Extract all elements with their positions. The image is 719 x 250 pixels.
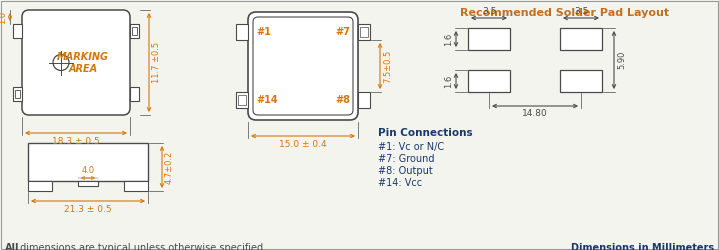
Text: AREA: AREA [68, 64, 98, 74]
Text: 3.5: 3.5 [574, 7, 588, 16]
Bar [358, 92, 370, 108]
Bar [132, 27, 137, 35]
Text: #1: Vc or N/C: #1: Vc or N/C [378, 142, 444, 152]
FancyBboxPatch shape [253, 17, 353, 115]
Text: 7.5±0.5: 7.5±0.5 [383, 50, 392, 82]
Text: All: All [5, 243, 19, 250]
Text: Dimensions in Millimeters: Dimensions in Millimeters [571, 243, 714, 250]
Text: 1.6: 1.6 [444, 74, 453, 88]
Text: 1.6: 1.6 [444, 32, 453, 46]
Text: #7: #7 [335, 27, 350, 37]
Bar [28, 181, 52, 191]
Bar [236, 24, 248, 40]
Bar [560, 70, 602, 92]
Bar [360, 27, 368, 37]
Text: dimensions are typical unless otherwise specified: dimensions are typical unless otherwise … [17, 243, 263, 250]
Text: 5.90: 5.90 [617, 51, 626, 69]
Bar [130, 87, 139, 101]
Text: 15.0 ± 0.4: 15.0 ± 0.4 [279, 140, 327, 149]
Text: #7: Ground: #7: Ground [378, 154, 434, 164]
Text: 14.80: 14.80 [522, 109, 548, 118]
Text: MARKING: MARKING [57, 52, 109, 62]
Text: #14: #14 [256, 95, 278, 105]
Bar [15, 90, 20, 98]
Text: #14: Vcc: #14: Vcc [378, 178, 422, 188]
FancyBboxPatch shape [248, 12, 358, 120]
Text: #8: #8 [335, 95, 350, 105]
Text: #8: Output: #8: Output [378, 166, 433, 176]
Text: Pin Connections: Pin Connections [378, 128, 472, 138]
Text: 18.3 ± 0.5: 18.3 ± 0.5 [52, 137, 100, 146]
Text: Recommended Solder Pad Layout: Recommended Solder Pad Layout [460, 8, 669, 18]
Bar [560, 28, 602, 50]
Bar [78, 181, 98, 186]
Text: 4.0: 4.0 [81, 166, 95, 175]
Bar [130, 24, 139, 38]
Bar [468, 28, 510, 50]
Bar [28, 143, 148, 181]
Text: 3.5: 3.5 [482, 7, 496, 16]
Text: 1.0: 1.0 [0, 10, 7, 24]
Bar [358, 24, 370, 40]
Text: #1: #1 [256, 27, 271, 37]
Text: 21.3 ± 0.5: 21.3 ± 0.5 [64, 205, 112, 214]
Bar [468, 70, 510, 92]
Bar [238, 95, 246, 105]
Text: 11.7 ±0.5: 11.7 ±0.5 [152, 42, 161, 83]
Bar [236, 92, 248, 108]
Bar [13, 24, 22, 38]
Text: 4.7±0.2: 4.7±0.2 [165, 150, 174, 184]
Bar [124, 181, 148, 191]
Bar [13, 87, 22, 101]
FancyBboxPatch shape [22, 10, 130, 115]
